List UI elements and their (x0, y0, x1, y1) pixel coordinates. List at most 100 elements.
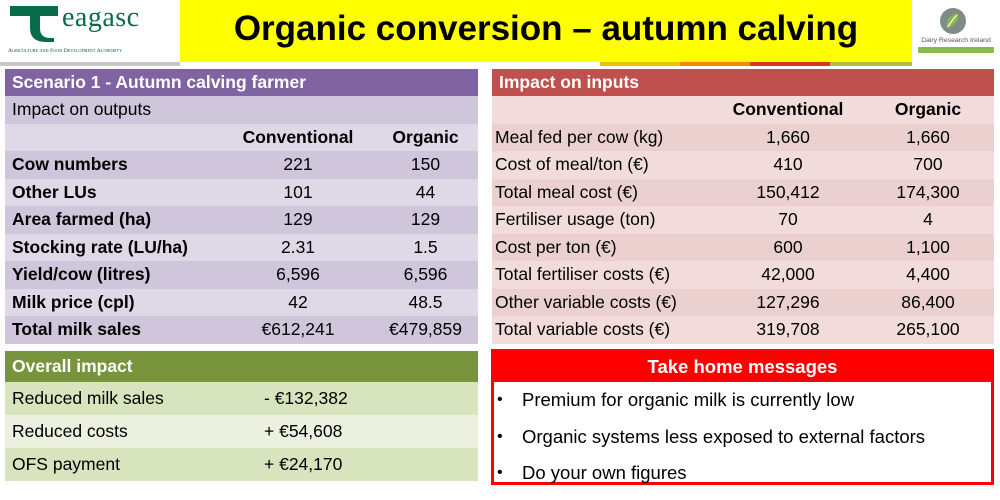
column-header-organic: Organic (392, 126, 459, 147)
table-row: Total meal cost (€) 150,412 174,300 (492, 178, 994, 206)
row-label: Meal fed per cow (kg) (495, 126, 664, 147)
organic-value: 1.5 (413, 236, 438, 257)
conventional-value: 129 (283, 209, 313, 230)
header-stripe (180, 62, 600, 66)
dairy-research-ireland-logo: Dairy Research Ireland (912, 0, 1000, 62)
conventional-value: 600 (773, 236, 803, 257)
organic-value: 6,596 (403, 264, 448, 285)
inputs-title: Impact on inputs (492, 69, 994, 96)
table-row: Reduced milk sales - €132,382 (5, 382, 478, 415)
row-label: Other LUs (12, 181, 97, 202)
table-row: OFS payment + €24,170 (5, 448, 478, 481)
organic-value: 150 (410, 154, 441, 175)
table-row: Total milk sales €612,241 €479,859 (5, 316, 478, 344)
logo-wordmark: eagasc (62, 2, 140, 33)
header-stripe (750, 62, 830, 66)
organic-value: 129 (410, 209, 441, 230)
row-label: OFS payment (12, 454, 120, 474)
conventional-value: 410 (773, 154, 803, 175)
header-stripe (0, 62, 180, 66)
row-label: Other variable costs (€) (495, 291, 677, 312)
row-label: Area farmed (ha) (12, 209, 152, 230)
teagasc-t-logo-icon (10, 6, 58, 42)
row-label: Fertiliser usage (ton) (495, 209, 656, 230)
row-label: Stocking rate (LU/ha) (12, 236, 188, 257)
bullet-icon: • (497, 427, 503, 445)
row-label: Yield/cow (litres) (12, 264, 151, 285)
row-label: Total milk sales (12, 319, 142, 340)
slide-title: Organic conversion – autumn calving (233, 9, 859, 48)
impact-value: - €132,382 (264, 388, 348, 408)
table-row: Cost of meal/ton (€) 410 700 (492, 151, 994, 179)
scenario-outputs-table: Scenario 1 - Autumn calving farmer Impac… (5, 69, 478, 344)
list-item: • Do your own figures (494, 455, 991, 492)
bullet-text: Do your own figures (522, 462, 687, 483)
organic-value: 174,300 (896, 181, 960, 202)
row-label: Total meal cost (€) (495, 181, 638, 202)
table-row: Stocking rate (LU/ha) 2.31 1.5 (5, 233, 478, 261)
takehome-title: Take home messages (494, 352, 991, 382)
table-row: Other LUs 101 44 (5, 178, 478, 206)
list-item: • Organic systems less exposed to extern… (494, 419, 991, 456)
organic-value: 265,100 (896, 319, 960, 340)
impact-value: + €24,170 (264, 454, 343, 474)
row-label: Reduced milk sales (12, 388, 164, 408)
conventional-value: 150,412 (756, 181, 820, 202)
conventional-value: 1,660 (766, 126, 810, 147)
conventional-value: 221 (283, 154, 313, 175)
table-row: Milk price (cpl) 42 48.5 (5, 288, 478, 316)
bullet-text: Organic systems less exposed to external… (522, 425, 926, 447)
header-stripe (680, 62, 750, 66)
bullet-text: Premium for organic milk is currently lo… (522, 389, 855, 410)
impact-on-inputs-table: Impact on inputs Conventional Organic Me… (492, 69, 994, 344)
conventional-value: 42 (288, 291, 308, 312)
conventional-value: 319,708 (756, 319, 820, 340)
table-row: Other variable costs (€) 127,296 86,400 (492, 288, 994, 316)
table-header-row: Conventional Organic (492, 96, 994, 124)
table-row: Cost per ton (€) 600 1,100 (492, 233, 994, 261)
logo-tagline: Agriculture and Food Development Authori… (8, 48, 123, 54)
row-label: Cost per ton (€) (495, 236, 617, 257)
table-row: Fertiliser usage (ton) 70 4 (492, 206, 994, 234)
row-label: Cow numbers (12, 154, 128, 175)
table-row: Area farmed (ha) 129 129 (5, 206, 478, 234)
row-label: Total fertiliser costs (€) (495, 264, 671, 285)
leaf-drop-icon (940, 8, 966, 34)
take-home-messages-box: Take home messages • Premium for organic… (491, 349, 994, 485)
title-band: Organic conversion – autumn calving (180, 0, 912, 62)
row-label: Reduced costs (12, 421, 128, 441)
table-row: Reduced costs + €54,608 (5, 415, 478, 448)
table-row: Yield/cow (litres) 6,596 6,596 (5, 261, 478, 289)
bullet-icon: • (497, 464, 503, 481)
list-item: • Premium for organic milk is currently … (494, 382, 991, 419)
organic-value: 1,100 (906, 236, 950, 257)
column-header-conventional: Conventional (732, 99, 844, 120)
scenario-subtitle-row: Impact on outputs (5, 96, 478, 124)
table-header-row: Conventional Organic (5, 123, 478, 151)
organic-value: 44 (415, 181, 436, 202)
conventional-value: 70 (778, 209, 798, 230)
organic-value: 1,660 (906, 126, 950, 147)
scenario-title: Scenario 1 - Autumn calving farmer (5, 69, 478, 96)
partner-name: Dairy Research Ireland (921, 37, 991, 44)
header-stripe (830, 62, 912, 66)
conventional-value: 101 (283, 181, 313, 202)
conventional-value: 2.31 (280, 236, 316, 257)
conventional-value: 6,596 (276, 264, 320, 285)
conventional-value: 127,296 (756, 291, 820, 312)
organic-value: €479,859 (389, 319, 462, 340)
organic-value: 86,400 (901, 291, 955, 312)
organic-value: 4,400 (906, 264, 950, 285)
bullet-icon: • (497, 391, 503, 408)
table-row: Cow numbers 221 150 (5, 151, 478, 179)
teagasc-logo: eagasc Agriculture and Food Development … (0, 0, 180, 62)
column-header-organic: Organic (894, 99, 962, 120)
organic-value: 4 (923, 209, 933, 230)
scenario-subtitle: Impact on outputs (12, 99, 152, 120)
overall-title: Overall impact (5, 351, 478, 382)
row-label: Cost of meal/ton (€) (495, 154, 649, 175)
table-row: Total fertiliser costs (€) 42,000 4,400 (492, 261, 994, 289)
row-label: Total variable costs (€) (495, 319, 671, 340)
slide-header: eagasc Agriculture and Food Development … (0, 0, 1000, 62)
partner-tagline-bar (918, 47, 994, 53)
